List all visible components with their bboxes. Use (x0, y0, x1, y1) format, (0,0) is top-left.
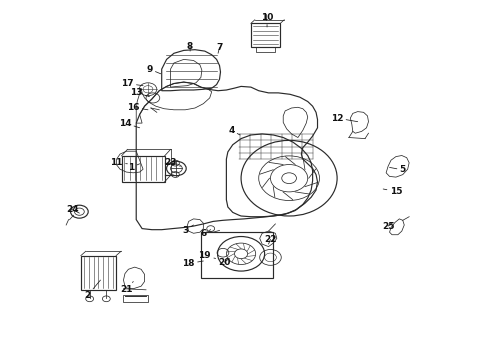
Text: 21: 21 (120, 282, 133, 294)
Text: 18: 18 (182, 259, 203, 268)
Text: 1: 1 (128, 163, 140, 172)
Text: 9: 9 (146, 65, 161, 74)
Text: 20: 20 (218, 258, 231, 266)
Text: 8: 8 (187, 41, 193, 51)
Text: 16: 16 (127, 103, 148, 112)
Bar (201, 232, 273, 278)
Bar (81, 256, 116, 290)
Text: 12: 12 (331, 113, 358, 122)
Text: 17: 17 (121, 79, 143, 88)
Text: 11: 11 (110, 158, 127, 167)
Text: 3: 3 (182, 225, 194, 235)
Text: 19: 19 (198, 251, 216, 260)
Bar (123, 295, 148, 302)
Text: 23: 23 (164, 158, 180, 167)
Text: 13: 13 (130, 88, 149, 97)
Text: 7: 7 (216, 43, 223, 53)
Text: 22: 22 (264, 235, 277, 244)
Text: 15: 15 (383, 187, 402, 196)
Text: 25: 25 (382, 222, 394, 231)
Text: 6: 6 (200, 229, 211, 238)
Text: 5: 5 (390, 165, 406, 174)
Text: 2: 2 (84, 280, 100, 300)
Text: 10: 10 (261, 13, 273, 27)
Text: 24: 24 (66, 205, 79, 214)
Text: 14: 14 (119, 118, 140, 128)
Bar (122, 156, 165, 182)
Bar (251, 23, 280, 47)
Bar (256, 47, 275, 52)
Text: 4: 4 (228, 126, 240, 135)
